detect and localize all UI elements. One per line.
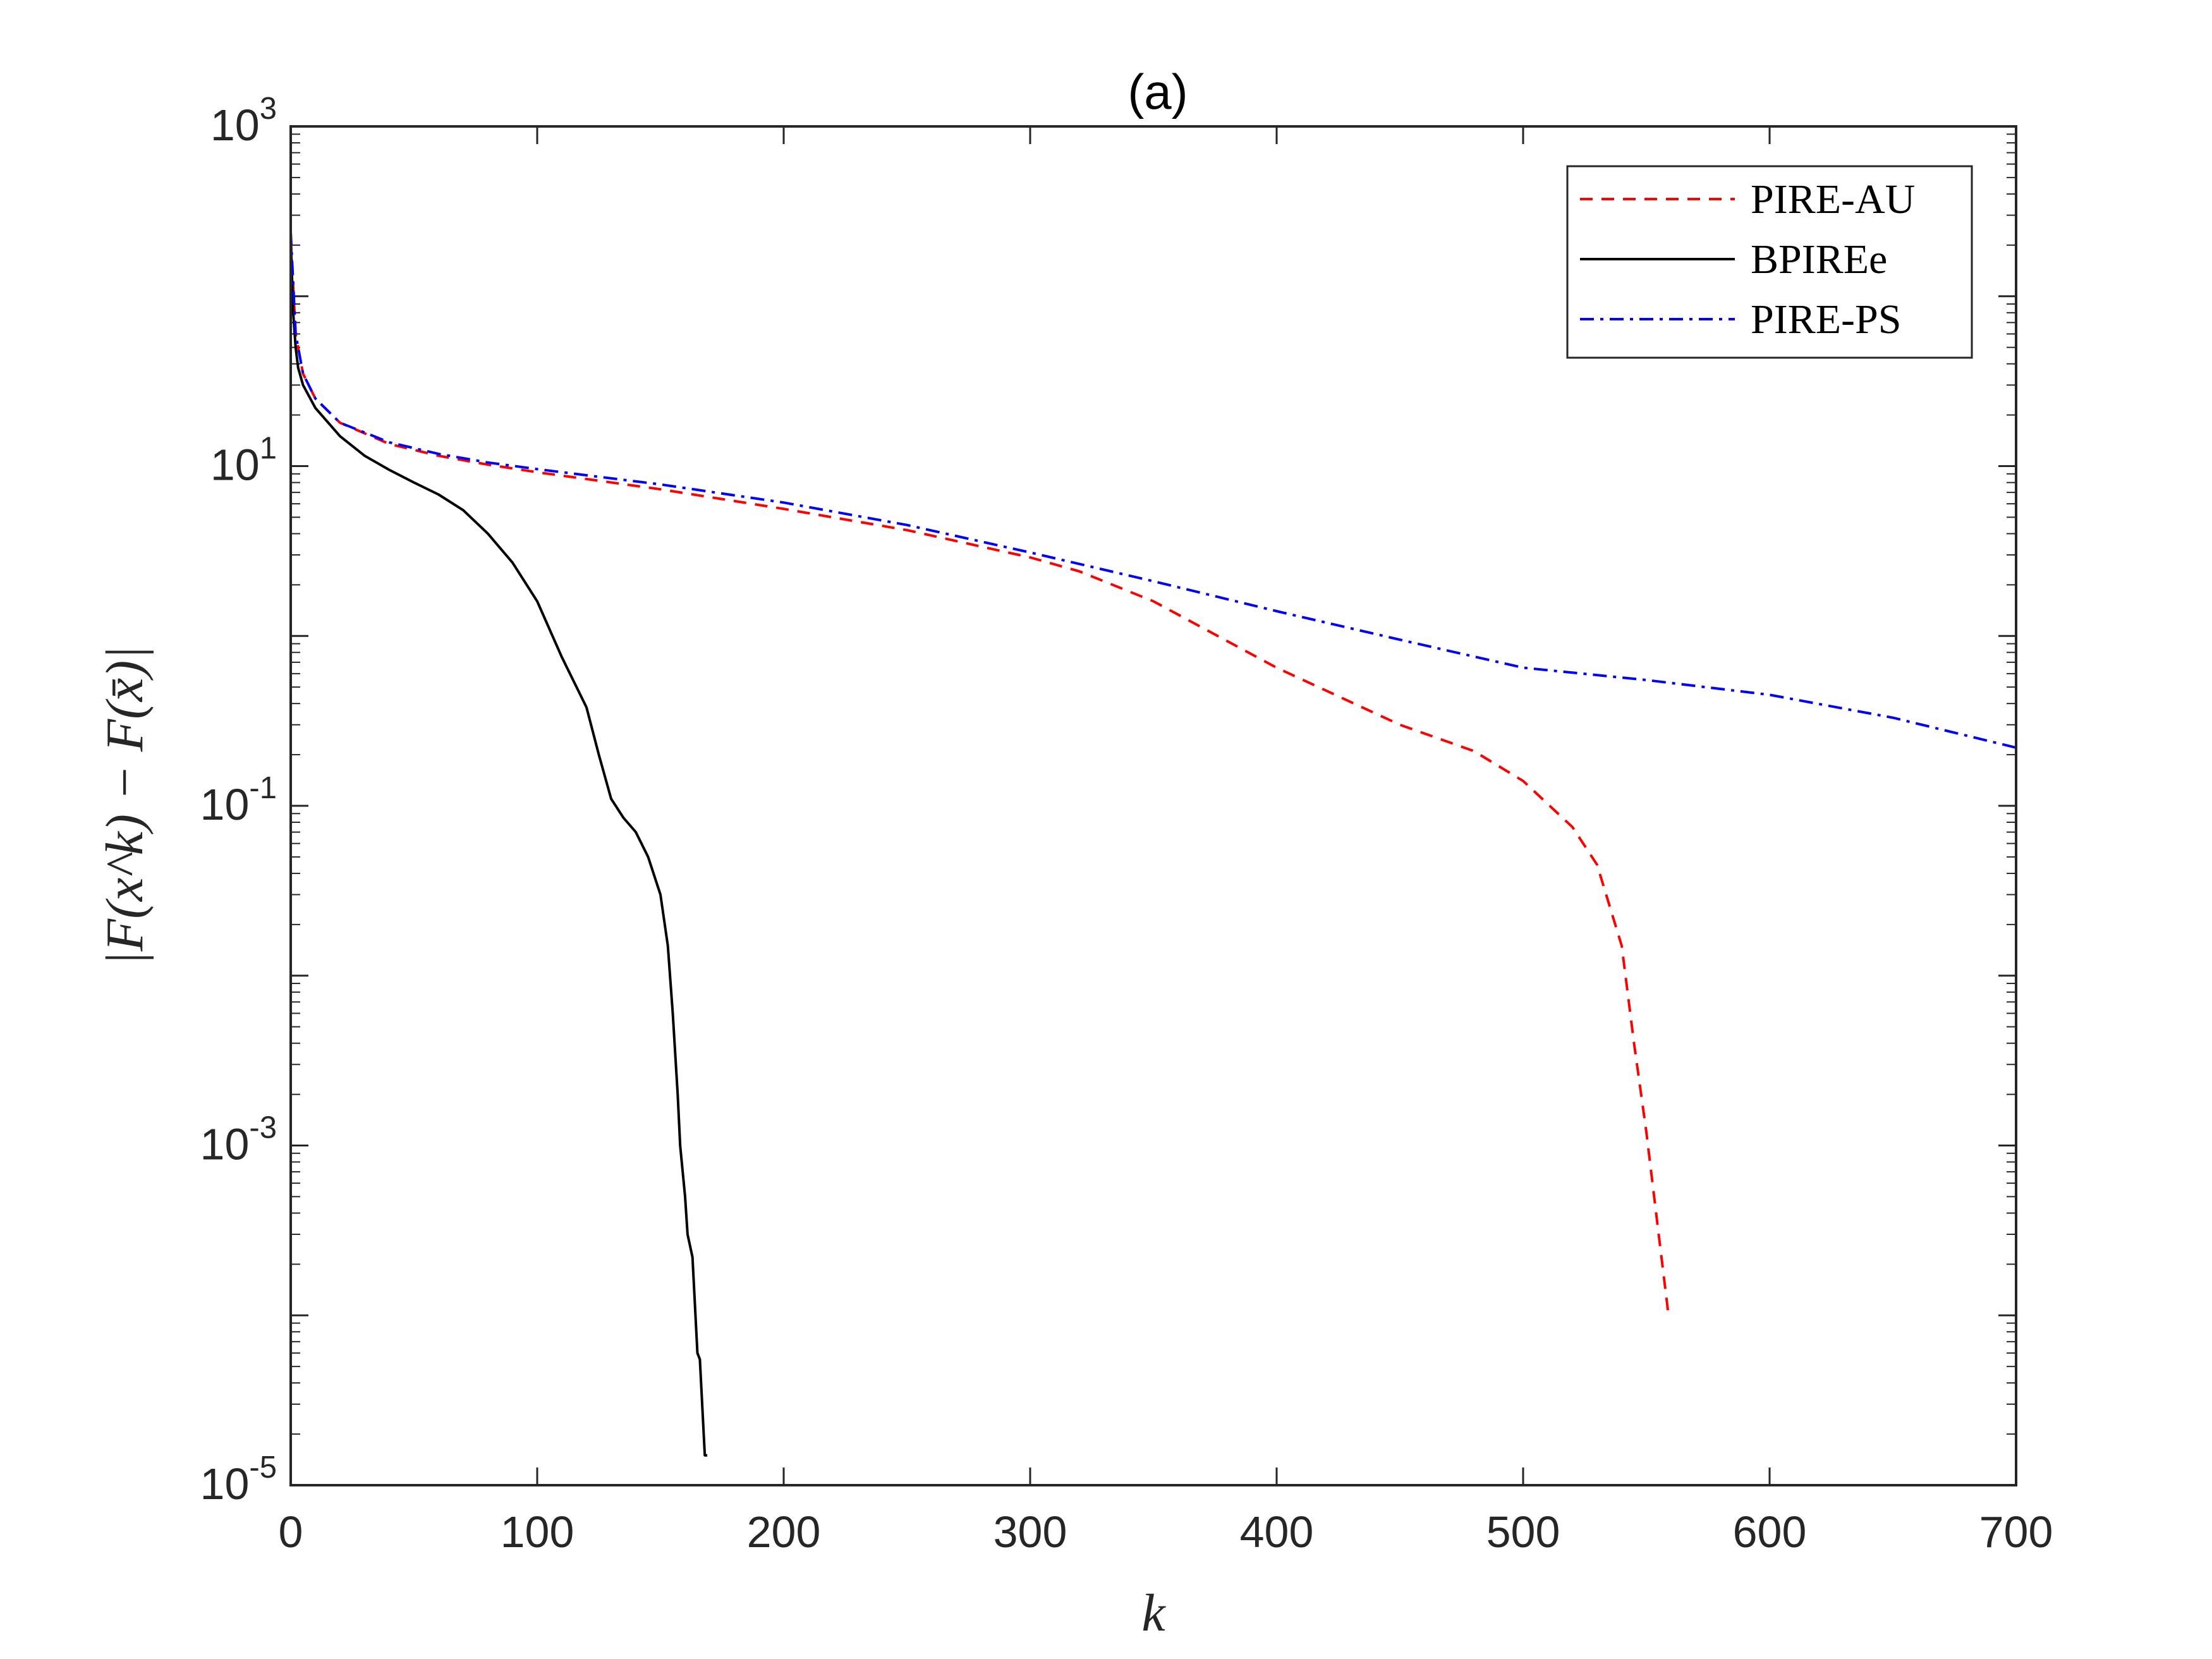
x-tick-labels: 0 100 200 300 400 500 600 700 — [279, 1507, 2053, 1557]
legend-label: PIRE-PS — [1751, 296, 1901, 343]
x-tick-label: 700 — [1979, 1507, 2053, 1557]
series-line-pire-au — [289, 238, 1670, 1316]
x-tick-label: 600 — [1733, 1507, 1807, 1557]
x-axis-label: k — [1141, 1584, 1166, 1643]
y-tick-base: 10 — [210, 100, 260, 150]
x-tick-label: 200 — [747, 1507, 821, 1557]
y-tick-exponent: 1 — [260, 432, 277, 466]
plot-frame — [289, 125, 2017, 1486]
y-tick-label: 103 — [210, 92, 277, 150]
legend-label: BPIREe — [1751, 236, 1887, 283]
series-line-bpiree — [289, 238, 708, 1457]
legend-items: PIRE-AU BPIREe PIRE-PS — [1580, 176, 1915, 343]
y-tick-base: 10 — [200, 780, 250, 829]
y-tick-exponent: -5 — [249, 1450, 277, 1485]
y-tick-base: 10 — [200, 1120, 250, 1169]
y-axis-label: |F(x^k) − F(x̄)| — [95, 646, 154, 966]
legend-label: PIRE-AU — [1751, 176, 1915, 222]
y-tick-exponent: -3 — [249, 1111, 277, 1145]
y-tick-label: 10-3 — [200, 1111, 277, 1169]
x-tick-label: 0 — [279, 1507, 303, 1557]
y-tick-base: 10 — [210, 441, 260, 490]
y-tick-label: 10-1 — [200, 771, 277, 829]
y-tick-exponent: -1 — [249, 771, 277, 805]
x-tick-label: 100 — [501, 1507, 574, 1557]
series-line-pire-ps — [289, 231, 2017, 749]
legend: PIRE-AU BPIREe PIRE-PS — [1566, 165, 1973, 359]
x-tick-label: 500 — [1486, 1507, 1560, 1557]
chart-title: (a) — [1127, 64, 1188, 119]
y-tick-exponent: 3 — [260, 92, 277, 126]
y-tick-label: 101 — [210, 432, 277, 490]
x-tick-label: 400 — [1240, 1507, 1314, 1557]
y-tick-base: 10 — [200, 1459, 250, 1509]
series-layer — [289, 231, 2017, 1457]
y-tick-label: 10-5 — [200, 1450, 277, 1509]
x-tick-label: 300 — [994, 1507, 1067, 1557]
